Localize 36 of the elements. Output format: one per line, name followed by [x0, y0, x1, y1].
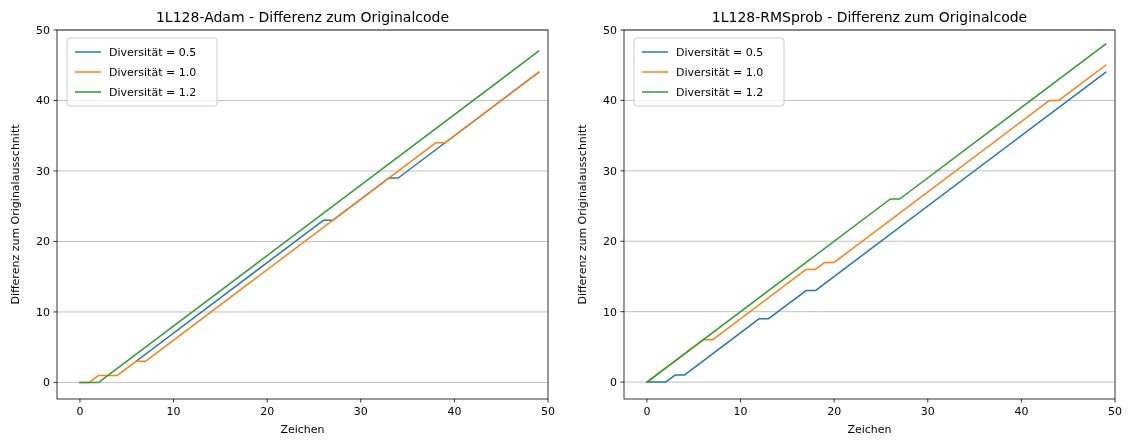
x-tick-label: 40	[1014, 405, 1029, 418]
legend-label: Diversität = 1.2	[676, 85, 764, 99]
x-tick-label: 20	[827, 405, 842, 418]
legend-label: Diversität = 1.0	[109, 65, 197, 79]
legend-label: Diversität = 0.5	[109, 45, 197, 59]
legend-label: Diversität = 1.0	[676, 65, 764, 79]
x-tick-label: 10	[733, 405, 748, 418]
y-tick-label: 10	[603, 305, 617, 319]
y-tick-label: 20	[36, 235, 50, 249]
y-tick-label: 50	[603, 23, 617, 37]
legend-label: Diversität = 0.5	[676, 45, 764, 59]
y-tick-label: 40	[36, 94, 50, 108]
x-tick-label: 0	[76, 405, 84, 418]
x-tick-label: 30	[353, 405, 368, 418]
x-tick-label: 40	[447, 405, 462, 418]
y-tick-label: 40	[603, 94, 617, 108]
chart-title: 1L128-Adam - Differenz zum Originalcode	[155, 9, 450, 25]
y-tick-label: 10	[36, 305, 50, 319]
x-tick-label: 20	[260, 405, 275, 418]
y-axis-title: Differenz zum Originalausschnitt	[9, 123, 22, 305]
y-tick-label: 0	[610, 375, 617, 389]
y-axis-title: Differenz zum Originalausschnitt	[576, 123, 589, 305]
y-tick-label: 20	[603, 235, 617, 249]
x-tick-label: 0	[643, 405, 651, 418]
legend-label: Diversität = 1.2	[109, 85, 197, 99]
x-axis-title: Zeichen	[847, 423, 892, 436]
x-tick-label: 50	[541, 405, 555, 418]
chart-title: 1L128-RMSprob - Differenz zum Originalcode	[711, 9, 1028, 25]
y-tick-label: 50	[36, 23, 50, 37]
x-tick-label: 10	[166, 405, 181, 418]
y-tick-label: 0	[43, 376, 50, 390]
x-tick-label: 30	[920, 405, 935, 418]
y-tick-label: 30	[603, 164, 617, 178]
y-tick-label: 30	[36, 164, 50, 178]
x-axis-title: Zeichen	[280, 423, 325, 436]
x-tick-label: 50	[1108, 405, 1122, 418]
